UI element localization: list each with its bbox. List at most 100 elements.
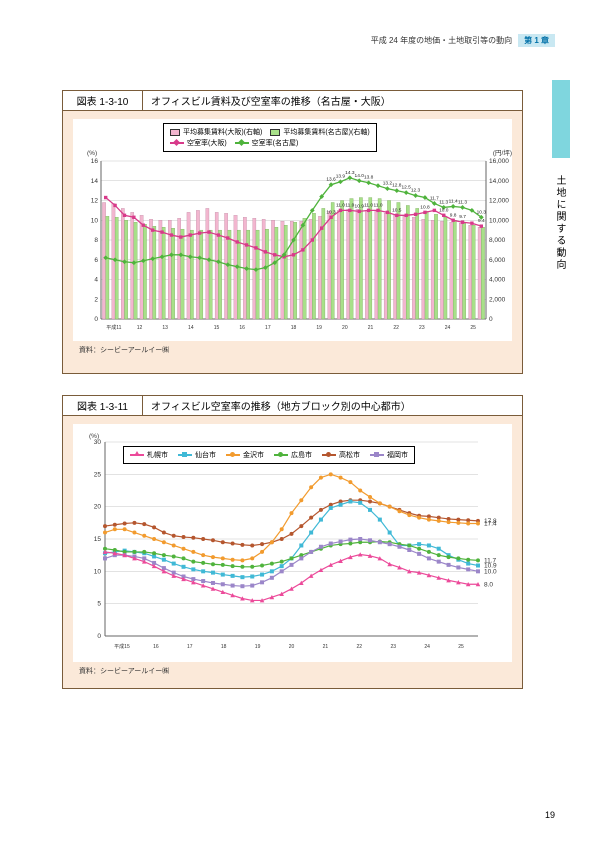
svg-text:20: 20: [342, 325, 348, 331]
svg-text:13.9: 13.9: [336, 174, 346, 180]
chart1-title-row: 図表 1-3-10 オフィスビル賃料及び空室率の推移（名古屋・大阪）: [63, 91, 522, 111]
legend-item: 空室率(大阪): [170, 138, 227, 148]
svg-text:9.7: 9.7: [459, 214, 466, 220]
svg-text:16,000: 16,000: [489, 158, 509, 165]
svg-text:16: 16: [153, 644, 159, 650]
chart1-number: 図表 1-3-10: [63, 91, 143, 110]
svg-text:(円/坪): (円/坪): [493, 149, 512, 157]
svg-text:平成11: 平成11: [106, 324, 121, 331]
svg-text:4: 4: [94, 277, 98, 284]
svg-text:19: 19: [316, 325, 322, 331]
svg-text:17: 17: [187, 644, 193, 650]
svg-text:20: 20: [94, 504, 102, 511]
page-number: 19: [545, 810, 555, 820]
header-text: 平成 24 年度の地価・土地取引等の動向: [371, 35, 512, 46]
svg-text:8,000: 8,000: [489, 237, 506, 244]
svg-text:10.8: 10.8: [420, 204, 430, 210]
svg-text:12: 12: [137, 325, 143, 331]
chart2-legend: 札幌市仙台市金沢市広島市高松市福岡市: [123, 446, 415, 464]
svg-text:6,000: 6,000: [489, 257, 506, 264]
page-header: 平成 24 年度の地価・土地取引等の動向 第 1 章: [371, 34, 555, 47]
chart2-title: オフィスビル空室率の推移（地方ブロック別の中心都市）: [143, 396, 522, 415]
svg-text:10.3: 10.3: [477, 209, 487, 215]
svg-text:13.6: 13.6: [326, 177, 336, 183]
svg-text:11.3: 11.3: [439, 199, 448, 205]
svg-text:0: 0: [97, 633, 101, 640]
chart1-source: 資料：シービーアールイー㈱: [79, 345, 522, 355]
legend-item: 金沢市: [226, 450, 264, 460]
svg-text:18: 18: [221, 644, 227, 650]
side-tab: [552, 80, 570, 158]
legend-item: 札幌市: [130, 450, 168, 460]
svg-text:9.8: 9.8: [450, 212, 457, 218]
chart1-title: オフィスビル賃料及び空室率の推移（名古屋・大阪）: [143, 91, 522, 110]
svg-text:25: 25: [458, 644, 464, 650]
chart1-svg: 024681012141602,0004,0006,0008,00010,000…: [73, 119, 514, 341]
svg-text:11.7: 11.7: [430, 195, 439, 201]
svg-text:23: 23: [419, 325, 425, 331]
svg-text:24: 24: [445, 325, 451, 331]
legend-item: 広島市: [274, 450, 312, 460]
svg-text:9.4: 9.4: [478, 218, 485, 224]
svg-text:22: 22: [357, 644, 363, 650]
svg-text:平成15: 平成15: [114, 643, 130, 650]
svg-text:22: 22: [393, 325, 399, 331]
svg-text:(%): (%): [89, 433, 99, 440]
svg-text:0: 0: [94, 316, 98, 323]
svg-text:14,000: 14,000: [489, 178, 509, 185]
svg-text:15: 15: [94, 536, 102, 543]
svg-text:(%): (%): [87, 150, 97, 157]
svg-text:12.3: 12.3: [411, 188, 421, 194]
chart1-container: 図表 1-3-10 オフィスビル賃料及び空室率の推移（名古屋・大阪） 平均募集賃…: [62, 90, 523, 374]
chart2-container: 図表 1-3-11 オフィスビル空室率の推移（地方ブロック別の中心都市） 札幌市…: [62, 395, 523, 689]
legend-item: 平均募集賃料(名古屋)(右軸): [270, 127, 369, 137]
legend-item: 平均募集賃料(大阪)(右軸): [170, 127, 262, 137]
svg-text:17: 17: [265, 325, 271, 331]
side-tab-text: 土地に関する動向: [552, 175, 567, 271]
svg-text:14: 14: [188, 325, 194, 331]
svg-text:8.0: 8.0: [484, 581, 493, 588]
svg-text:14.0: 14.0: [355, 173, 365, 179]
svg-text:16: 16: [91, 158, 99, 165]
svg-text:10.3: 10.3: [326, 209, 336, 215]
svg-text:11.0: 11.0: [364, 202, 373, 208]
svg-text:2: 2: [94, 296, 98, 303]
svg-text:8: 8: [94, 237, 98, 244]
svg-text:11.3: 11.3: [458, 199, 467, 205]
chart1-plot: 平均募集賃料(大阪)(右軸) 平均募集賃料(名古屋)(右軸) 空室率(大阪) 空室率…: [73, 119, 512, 341]
svg-text:30: 30: [94, 439, 102, 446]
svg-text:16: 16: [239, 325, 245, 331]
svg-text:10.9: 10.9: [355, 203, 365, 209]
chart2-title-row: 図表 1-3-11 オフィスビル空室率の推移（地方ブロック別の中心都市）: [63, 396, 522, 416]
svg-text:21: 21: [368, 325, 374, 331]
svg-text:11.4: 11.4: [449, 198, 458, 204]
svg-text:23: 23: [390, 644, 396, 650]
svg-text:25: 25: [94, 471, 102, 478]
svg-text:12: 12: [91, 198, 99, 205]
chapter-badge: 第 1 章: [518, 34, 555, 47]
svg-text:17.4: 17.4: [484, 520, 497, 527]
svg-text:13.8: 13.8: [364, 175, 374, 181]
chart1-legend: 平均募集賃料(大阪)(右軸) 平均募集賃料(名古屋)(右軸) 空室率(大阪) 空室率…: [163, 123, 377, 152]
svg-text:10.5: 10.5: [392, 207, 402, 213]
svg-text:0: 0: [489, 316, 493, 323]
svg-text:20: 20: [289, 644, 295, 650]
svg-text:14: 14: [91, 178, 99, 185]
chart2-number: 図表 1-3-11: [63, 396, 143, 415]
svg-text:10,000: 10,000: [489, 217, 509, 224]
chart2-source: 資料：シービーアールイー㈱: [79, 666, 522, 676]
svg-text:6: 6: [94, 257, 98, 264]
svg-text:5: 5: [97, 601, 101, 608]
chart2-plot: 札幌市仙台市金沢市広島市高松市福岡市 051015202530(%)平成1516…: [73, 424, 512, 662]
svg-text:11.0: 11.0: [345, 202, 354, 208]
svg-text:10.0: 10.0: [484, 568, 497, 575]
legend-item: 高松市: [322, 450, 360, 460]
svg-text:11.0: 11.0: [336, 202, 345, 208]
svg-text:12,000: 12,000: [489, 198, 509, 205]
legend-item: 福岡市: [370, 450, 408, 460]
svg-text:10: 10: [91, 217, 99, 224]
svg-text:13.2: 13.2: [383, 181, 393, 187]
svg-text:4,000: 4,000: [489, 277, 506, 284]
legend-item: 空室率(名古屋): [235, 138, 299, 148]
svg-text:11.0: 11.0: [374, 202, 383, 208]
